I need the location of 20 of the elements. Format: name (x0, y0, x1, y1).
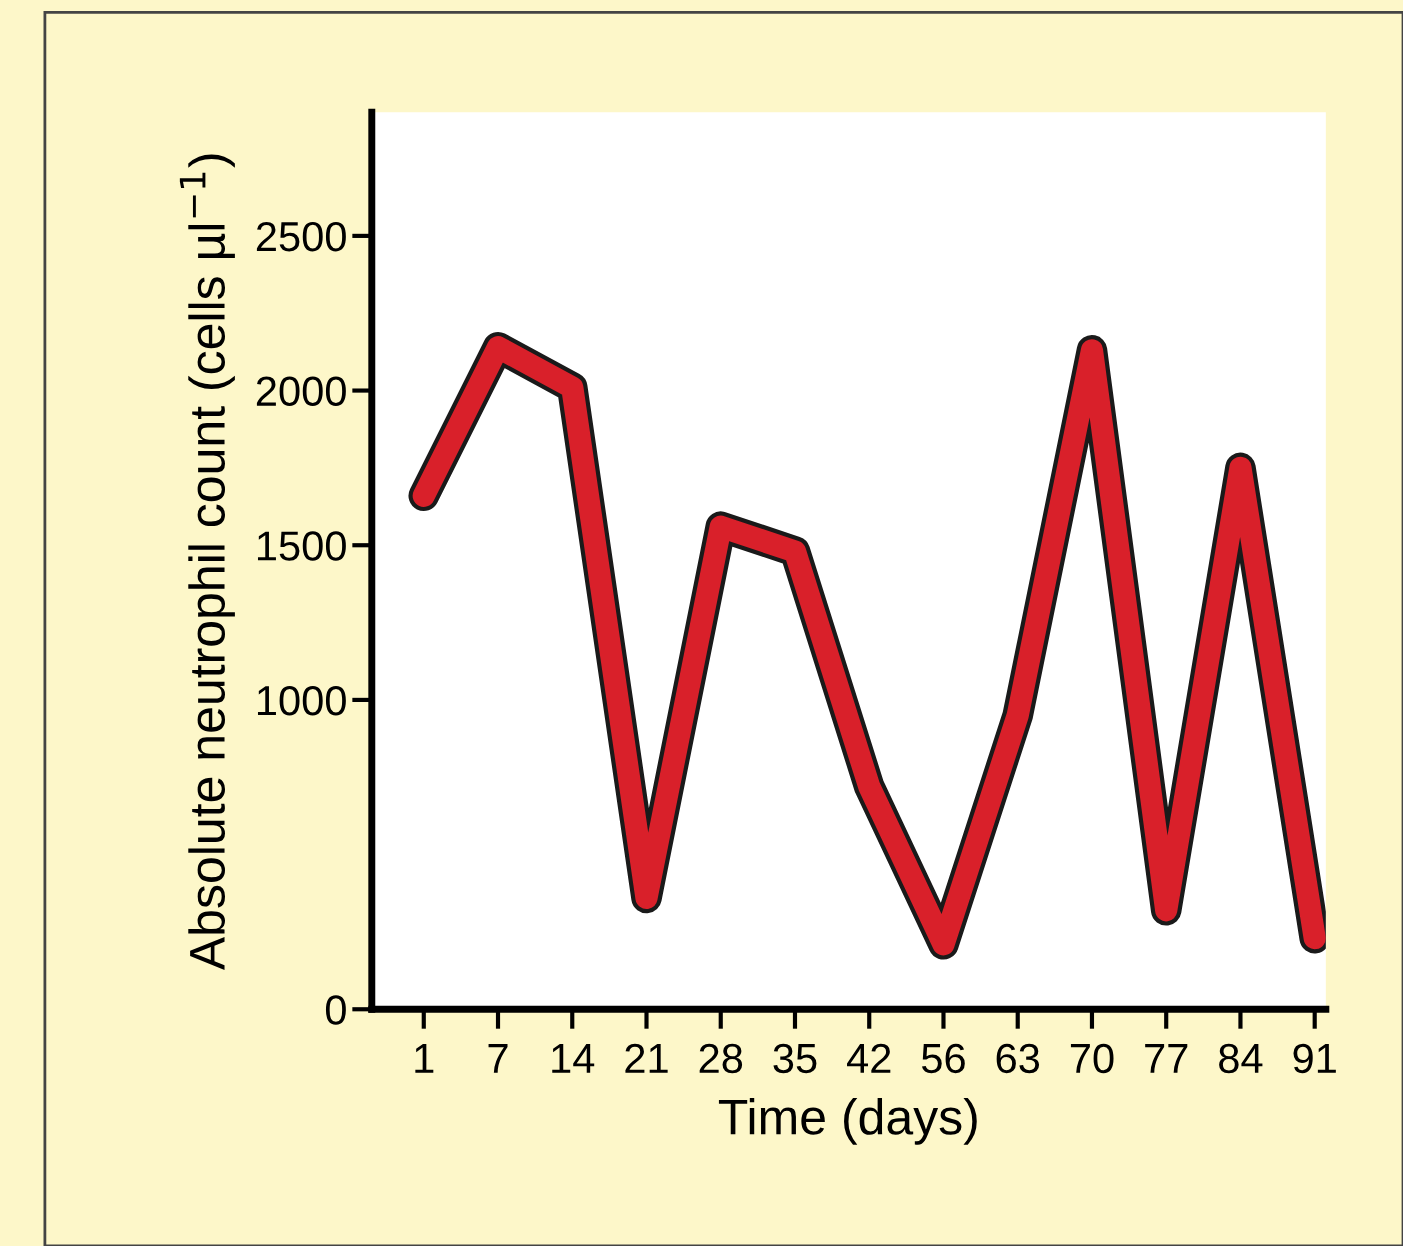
y-tick-label: 2000 (256, 376, 346, 407)
x-tick-label: 1 (415, 1044, 434, 1073)
x-tick-label: 35 (773, 1043, 817, 1074)
x-tick-label: 21 (625, 1043, 668, 1073)
y-tick-label: 0 (325, 995, 346, 1025)
x-tick-label: 42 (847, 1043, 891, 1073)
x-tick-label: 77 (1145, 1044, 1188, 1073)
x-axis-title: Time (days) (718, 1098, 977, 1145)
x-tick-label: 14 (552, 1044, 595, 1073)
x-tick-label: 7 (488, 1044, 508, 1073)
x-tick-label: 91 (1293, 1043, 1336, 1074)
x-tick-label: 84 (1219, 1043, 1263, 1074)
y-axis-title: Absolute neutrophil count (cells µl$^{−1}$) (179, 154, 235, 971)
x-tick-label: 56 (921, 1043, 965, 1074)
x-tick-label: 28 (699, 1043, 743, 1074)
y-tick-label: 1000 (257, 685, 346, 716)
x-tick-label: 70 (1070, 1043, 1114, 1074)
y-tick-label: 1500 (257, 531, 346, 561)
x-tick-label: 63 (996, 1043, 1040, 1074)
y-tick-label: 2500 (256, 221, 346, 252)
